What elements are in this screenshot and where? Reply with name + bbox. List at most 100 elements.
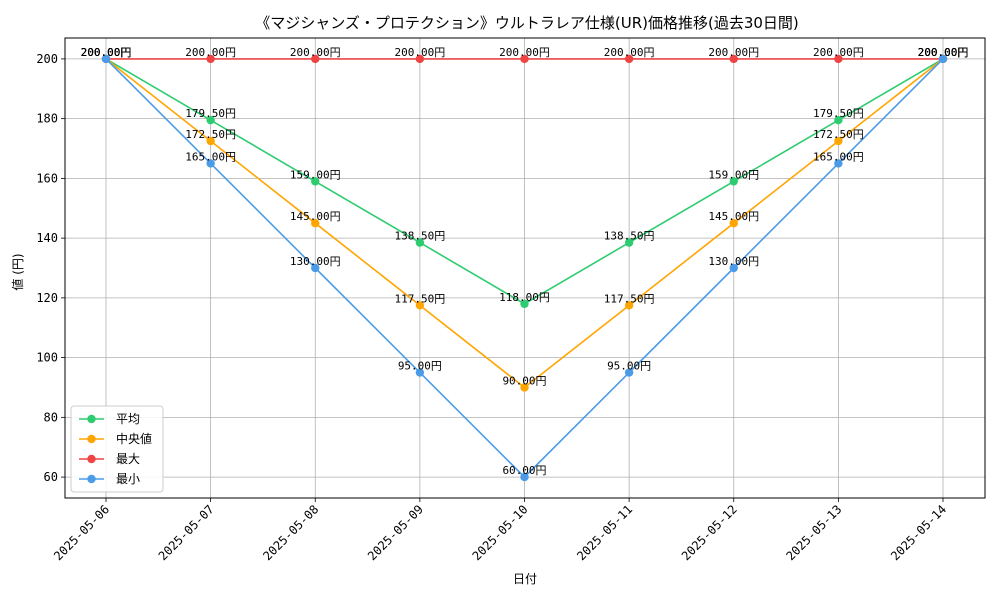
legend-label: 平均 <box>116 412 140 426</box>
y-tick-label: 100 <box>36 351 58 365</box>
data-point <box>415 301 425 310</box>
data-label: 200.00円 <box>185 46 236 59</box>
data-label: 145.00円 <box>708 210 759 223</box>
x-tick-label: 2025-05-13 <box>784 502 845 563</box>
legend-label: 最小 <box>116 472 140 486</box>
data-point <box>415 54 425 64</box>
grid-lines <box>65 38 985 498</box>
legend-item: 最小 <box>79 472 140 486</box>
legend-label: 最大 <box>116 452 140 466</box>
y-axis-label: 値 (円) <box>10 253 25 290</box>
series-平均 <box>101 54 948 309</box>
data-point <box>520 299 529 309</box>
data-point <box>834 115 843 125</box>
data-point <box>834 159 843 168</box>
data-label: 179.50円 <box>185 107 236 120</box>
legend-swatch-marker <box>87 474 96 484</box>
legend-swatch-marker <box>87 454 96 464</box>
x-axis-label: 日付 <box>513 572 537 586</box>
data-point <box>624 54 634 64</box>
data-label: 200.00円 <box>918 46 969 59</box>
data-point <box>101 54 111 64</box>
data-label: 90.00円 <box>502 374 546 387</box>
data-label: 200.00円 <box>81 46 132 59</box>
data-label: 159.00円 <box>708 168 759 181</box>
data-point <box>311 177 320 186</box>
data-point <box>311 218 320 228</box>
data-point <box>624 238 634 247</box>
data-label: 138.50円 <box>604 230 655 243</box>
series-最小 <box>101 54 948 482</box>
legend-swatch-marker <box>87 434 96 444</box>
data-label: 200.00円 <box>499 46 550 59</box>
y-tick-label: 60 <box>44 470 58 484</box>
y-tick-label: 80 <box>44 410 58 424</box>
legend-swatch-marker <box>87 414 96 424</box>
data-label: 200.00円 <box>395 46 446 59</box>
data-point <box>206 159 215 168</box>
legend-label: 中央値 <box>116 431 152 446</box>
data-label: 179.50円 <box>813 107 864 120</box>
data-labels: 200.00円 179.50円 159.00円 138.50円 118.00円 138.5… <box>81 46 969 477</box>
x-tick-label: 2025-05-11 <box>574 502 635 563</box>
series-中央値 <box>101 54 948 392</box>
data-point <box>520 54 529 64</box>
data-point <box>206 115 215 125</box>
data-point <box>206 54 215 64</box>
data-label: 200.00円 <box>81 46 132 59</box>
data-label: 200.00円 <box>290 46 341 59</box>
data-label: 159.00円 <box>290 168 341 181</box>
data-label: 60.00円 <box>502 464 546 477</box>
data-label: 117.50円 <box>395 292 446 305</box>
y-tick-label: 200 <box>36 52 58 66</box>
data-point <box>834 54 843 64</box>
data-point <box>415 238 425 247</box>
x-tick-label: 2025-05-09 <box>365 502 426 563</box>
data-point <box>311 263 320 273</box>
legend-box <box>70 405 164 493</box>
legend-item: 中央値 <box>79 431 152 446</box>
data-label: 200.00円 <box>918 46 969 59</box>
x-tick-label: 2025-05-12 <box>679 502 740 563</box>
data-label: 95.00円 <box>398 360 442 373</box>
data-point <box>624 368 634 377</box>
x-tick-label: 2025-05-10 <box>470 502 531 563</box>
data-label: 117.50円 <box>604 292 655 305</box>
y-tick-label: 120 <box>36 291 58 305</box>
legend-item: 最大 <box>79 452 140 466</box>
x-axis-ticks: 2025-05-06 2025-05-07 2025-05-08 2025-05-09… <box>51 498 949 563</box>
series-layer <box>101 54 948 482</box>
x-tick-label: 2025-05-08 <box>260 502 321 563</box>
data-point <box>938 54 948 64</box>
data-point <box>729 177 738 186</box>
data-label: 165.00円 <box>813 150 864 163</box>
y-axis-ticks: 60 80 100 120 140 160 180 200 <box>36 52 65 484</box>
data-label: 200.00円 <box>81 46 132 59</box>
chart-title: 《マジシャンズ・プロテクション》ウルトラレア仕様(UR)価格推移(過去30日間) <box>255 14 799 32</box>
data-label: 145.00円 <box>290 210 341 223</box>
data-label: 200.00円 <box>81 46 132 59</box>
data-point <box>520 472 529 482</box>
data-label: 138.50円 <box>395 230 446 243</box>
data-label: 200.00円 <box>708 46 759 59</box>
y-tick-label: 140 <box>36 231 58 245</box>
data-point <box>729 263 738 273</box>
data-point <box>520 383 529 392</box>
data-point <box>311 54 320 64</box>
data-point <box>729 54 738 64</box>
data-point <box>206 136 215 146</box>
plot-frame <box>64 37 986 499</box>
data-label: 200.00円 <box>918 46 969 59</box>
data-label: 118.00円 <box>499 291 550 304</box>
data-label: 95.00円 <box>607 360 651 373</box>
data-label: 165.00円 <box>185 150 236 163</box>
x-tick-label: 2025-05-07 <box>156 502 217 563</box>
data-point <box>834 136 843 146</box>
data-point <box>415 368 425 377</box>
data-label: 172.50円 <box>185 128 236 141</box>
data-point <box>624 301 634 310</box>
x-tick-label: 2025-05-06 <box>51 502 112 563</box>
data-label: 200.00円 <box>604 46 655 59</box>
